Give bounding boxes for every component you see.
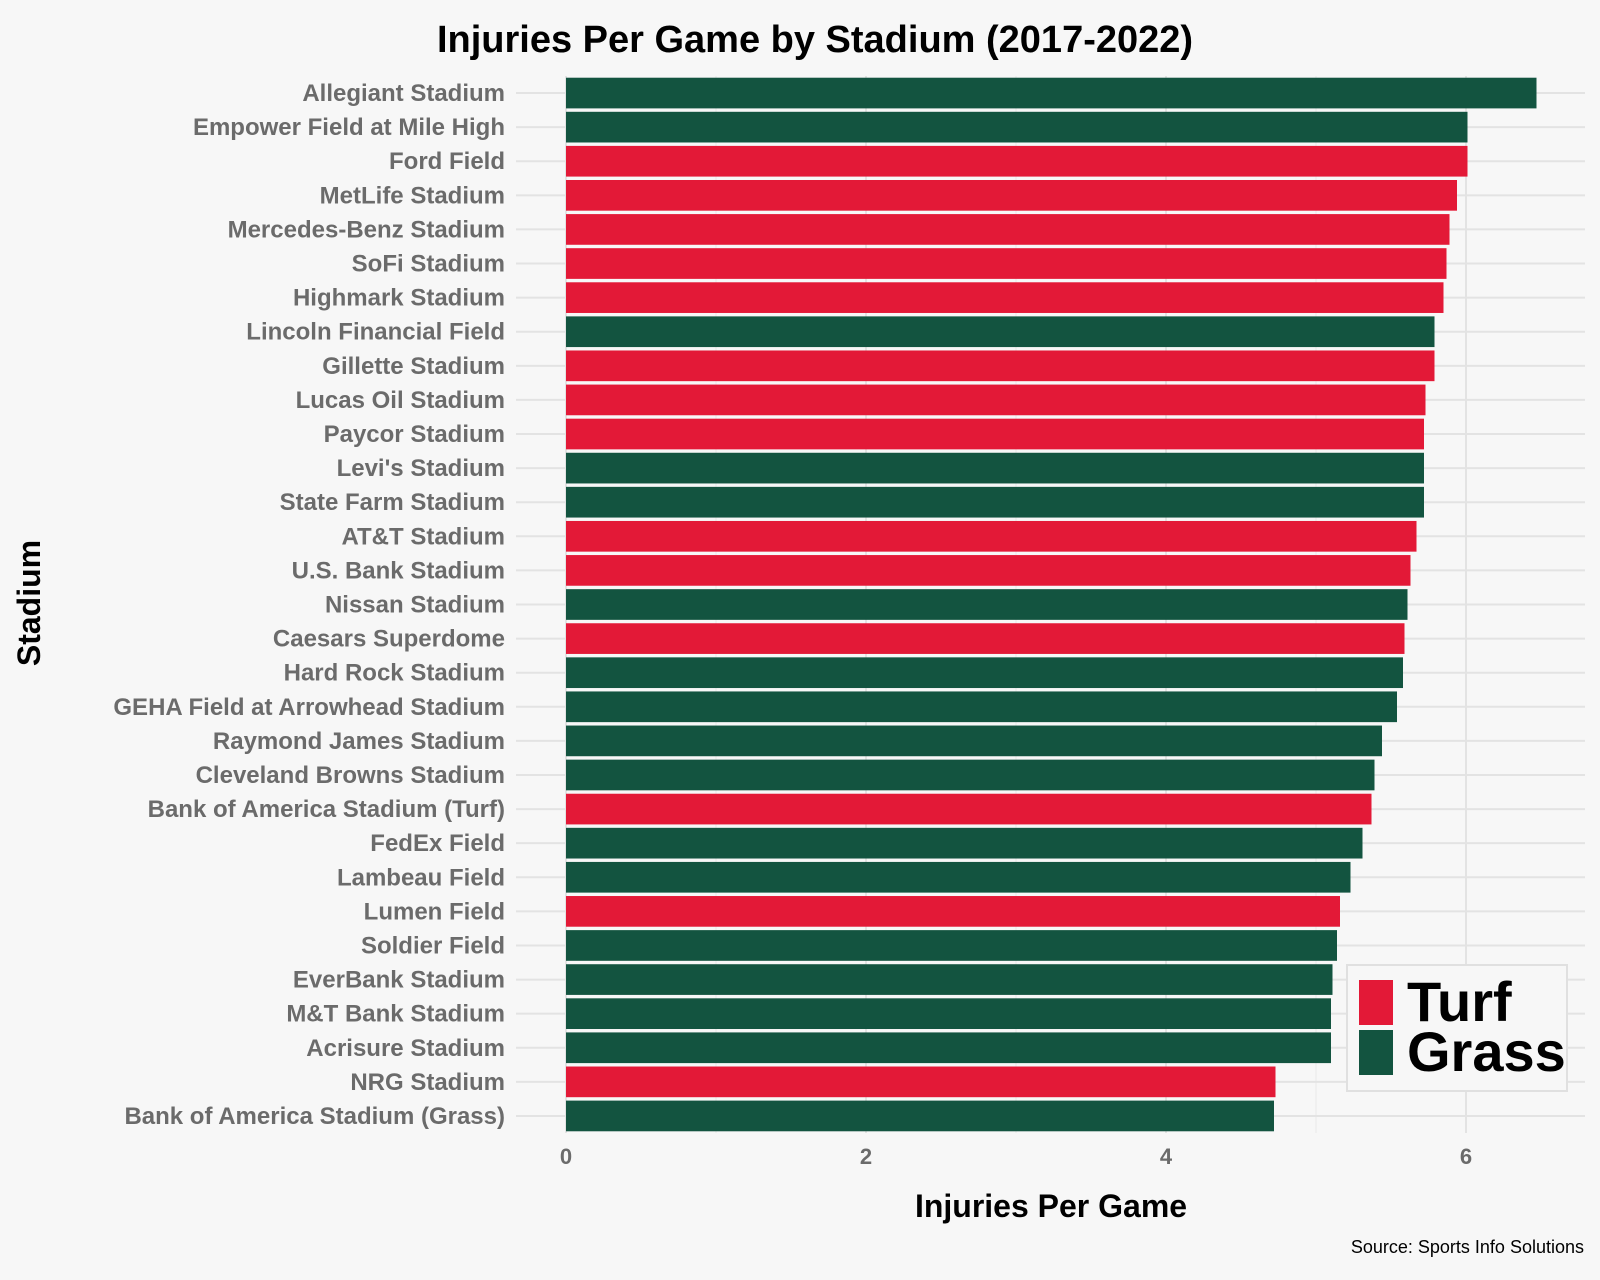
category-label: Mercedes-Benz Stadium — [228, 216, 505, 243]
legend-swatch-turf — [1359, 980, 1393, 1025]
category-label: MetLife Stadium — [320, 182, 505, 209]
category-label: Lumen Field — [364, 898, 505, 925]
category-label: SoFi Stadium — [352, 251, 505, 278]
bar — [566, 623, 1405, 654]
x-tick-label: 6 — [1460, 1144, 1472, 1169]
bar — [566, 657, 1403, 689]
x-tick-label: 2 — [860, 1144, 872, 1169]
category-label: Highmark Stadium — [293, 285, 505, 312]
bar — [566, 520, 1417, 552]
legend-label-turf: Turf — [1407, 970, 1512, 1033]
category-label: Gillette Stadium — [322, 353, 505, 380]
bar — [566, 282, 1444, 313]
bar — [566, 861, 1351, 893]
category-label: AT&T Stadium — [341, 523, 505, 550]
bar — [566, 827, 1363, 859]
category-label: Paycor Stadium — [324, 421, 505, 448]
category-label: Allegiant Stadium — [302, 80, 505, 107]
bars — [566, 77, 1537, 1132]
category-label: NRG Stadium — [350, 1069, 505, 1096]
bar — [566, 214, 1450, 245]
x-axis-title: Injuries Per Game — [915, 1188, 1187, 1224]
bar — [566, 691, 1397, 723]
category-label: Hard Rock Stadium — [284, 660, 505, 687]
bar — [566, 998, 1331, 1030]
bar — [566, 452, 1424, 484]
category-label: EverBank Stadium — [293, 967, 505, 994]
category-label: Cleveland Browns Stadium — [196, 762, 505, 789]
x-tick-label: 4 — [1160, 1144, 1173, 1169]
bar — [566, 418, 1424, 450]
bar — [566, 486, 1424, 518]
category-label: FedEx Field — [370, 830, 505, 857]
bar — [566, 316, 1435, 348]
x-tick-label: 0 — [560, 1144, 572, 1169]
category-label: Soldier Field — [361, 932, 505, 959]
bar — [566, 350, 1435, 382]
bar — [566, 179, 1457, 211]
bar — [566, 248, 1447, 279]
legend-swatch-grass — [1359, 1030, 1393, 1075]
bar — [566, 1032, 1331, 1064]
category-label: Lucas Oil Stadium — [296, 387, 505, 414]
category-label: Levi's Stadium — [337, 455, 505, 482]
category-label: Lincoln Financial Field — [246, 319, 505, 346]
legend: Turf Grass — [1346, 964, 1568, 1092]
bar — [566, 725, 1382, 757]
y-axis-title: Stadium — [11, 540, 47, 666]
bar — [566, 589, 1408, 620]
category-label: Acrisure Stadium — [306, 1035, 505, 1062]
category-label: Bank of America Stadium (Turf) — [148, 796, 505, 823]
bar — [566, 759, 1375, 791]
category-label: Bank of America Stadium (Grass) — [124, 1103, 505, 1130]
bar — [566, 145, 1468, 177]
x-axis-ticks: 0 2 4 6 — [560, 1144, 1472, 1169]
bar — [566, 77, 1537, 109]
bar — [566, 964, 1333, 995]
category-label: Empower Field at Mile High — [193, 114, 505, 141]
bar — [566, 111, 1468, 143]
category-label: Nissan Stadium — [325, 592, 505, 619]
category-labels: Allegiant Stadium Empower Field at Mile H… — [113, 80, 505, 1130]
bar — [566, 1066, 1276, 1098]
category-label: GEHA Field at Arrowhead Stadium — [113, 694, 505, 721]
bar — [566, 384, 1426, 416]
category-label: Raymond James Stadium — [213, 728, 505, 755]
category-label: Lambeau Field — [337, 864, 505, 891]
chart-title: Injuries Per Game by Stadium (2017-2022) — [437, 19, 1193, 61]
source-note: Source: Sports Info Solutions — [1351, 1237, 1584, 1257]
bar — [566, 896, 1340, 927]
category-label: Ford Field — [389, 148, 505, 175]
bar — [566, 1100, 1274, 1132]
bar — [566, 793, 1372, 825]
category-label: State Farm Stadium — [280, 489, 505, 516]
bar — [566, 555, 1411, 586]
category-label: Caesars Superdome — [273, 626, 505, 653]
category-label: U.S. Bank Stadium — [292, 557, 505, 584]
legend-label-grass: Grass — [1407, 1020, 1566, 1083]
category-label: M&T Bank Stadium — [286, 1001, 505, 1028]
bar — [566, 930, 1337, 961]
